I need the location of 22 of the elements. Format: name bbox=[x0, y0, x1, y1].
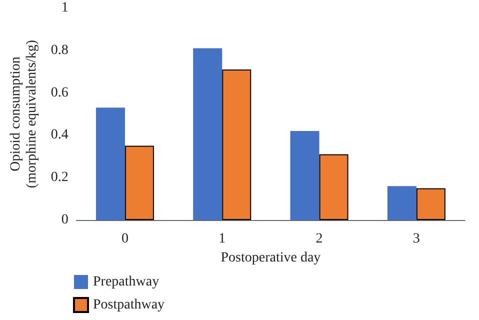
y-tick-label: 0.8 bbox=[50, 42, 68, 58]
y-tick-label: 0.4 bbox=[50, 128, 68, 143]
x-tick-label: 3 bbox=[412, 232, 420, 246]
bar bbox=[193, 48, 222, 220]
y-tick-label: 1 bbox=[61, 0, 68, 16]
x-tick-label: 1 bbox=[218, 232, 226, 246]
y-axis-title: Opioid consumption (morphine equivalents/kg) bbox=[8, 40, 40, 188]
bar bbox=[387, 186, 416, 220]
legend-label: Prepathway bbox=[93, 274, 160, 290]
y-tick-label: 0.2 bbox=[50, 170, 68, 186]
bar bbox=[416, 188, 446, 220]
legend-label: Postpathway bbox=[93, 298, 165, 312]
y-tick-label: 0 bbox=[61, 212, 68, 228]
bar bbox=[290, 130, 320, 220]
bar bbox=[222, 69, 252, 220]
x-tick-label: 0 bbox=[121, 232, 128, 246]
bar bbox=[319, 154, 348, 220]
y-tick-label: 0.6 bbox=[50, 85, 68, 100]
x-tick-label: 2 bbox=[316, 232, 323, 246]
bar bbox=[96, 108, 125, 220]
x-axis-title: Postoperative day bbox=[220, 250, 321, 266]
bar bbox=[124, 146, 154, 220]
